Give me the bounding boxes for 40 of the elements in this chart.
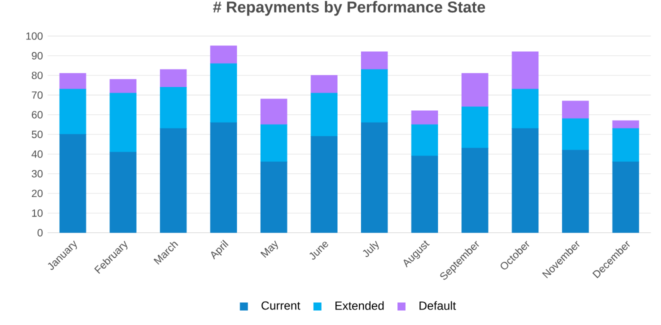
bar [160,69,187,88]
bar [210,64,237,124]
y-tick-label: 80 [32,72,43,80]
bar [260,98,288,126]
bar [562,100,589,120]
bar [562,118,589,151]
y-tick-label: 10 [32,210,43,218]
bar [260,124,288,162]
bar [411,110,438,126]
bar [361,52,388,70]
y-tick-label: 40 [32,150,43,158]
bar [361,69,388,124]
x-tick-label: July [362,241,379,258]
bar [310,93,338,137]
y-tick-label: 20 [32,190,43,198]
legend-label: Current [262,302,300,310]
y-tick-label: 50 [32,130,43,138]
y-tick-label: 70 [32,92,43,100]
bar [59,73,86,90]
bar [210,46,237,64]
bar [310,75,338,94]
bar [110,79,136,94]
bar [411,124,438,157]
x-tick-label: May [260,240,278,258]
bar [110,93,136,153]
y-tick-label: 60 [32,111,43,119]
y-tick-label: 0 [38,229,43,237]
legend-label: Extended [335,301,384,310]
y-tick-label: 90 [32,52,43,60]
y-tick-label: 100 [26,32,43,40]
bar [512,89,539,129]
bar [462,106,488,149]
y-tick-label: 30 [32,170,43,178]
bar [462,73,488,108]
bar [59,89,86,135]
legend-label: Default [420,301,456,310]
bar [512,52,539,90]
bar [160,87,187,129]
bar [612,128,640,162]
chart-title: # Repayments by Performance State [213,1,486,16]
